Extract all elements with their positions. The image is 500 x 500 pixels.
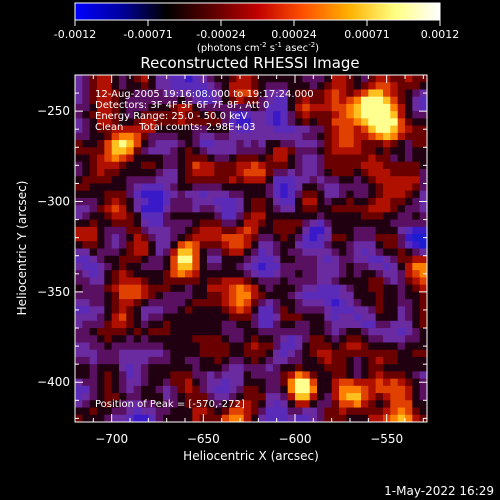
colorbar-tick-label-2: -0.00024 (196, 28, 245, 41)
colorbar-ticks (74, 20, 441, 26)
timestamp: 1-May-2022 16:29 (384, 484, 494, 498)
colorbar-tick-label-1: -0.00071 (123, 28, 172, 41)
colorbar-units: (photons cm-2 s-1 asec-2) (197, 41, 319, 54)
colorbar-tick-label-5: 0.0012 (421, 28, 460, 41)
axis-ticks (75, 74, 427, 422)
x-axis-label: Heliocentric X (arcsec) (183, 449, 319, 463)
y-tick-label-2: −350 (37, 285, 70, 299)
colorbar: -0.0012 -0.00071 -0.00024 0.00024 0.0007… (54, 2, 460, 54)
colorbar-tick-label-3: 0.00024 (271, 28, 317, 41)
colorbar-gradient (74, 2, 441, 21)
colorbar-tick-label-0: -0.0012 (54, 28, 96, 41)
y-tick-label-0: −250 (37, 104, 70, 118)
x-tick-label-2: −600 (279, 432, 312, 446)
x-tick-label-3: −550 (370, 432, 403, 446)
peak-position: Position of Peak = [-570,-272] (95, 399, 245, 410)
info-total-counts: Clean Total counts: 2.98E+03 (95, 122, 255, 133)
info-block: 12-Aug-2005 19:16:08.000 to 19:17:24.000… (95, 89, 314, 133)
info-detectors: Detectors: 3F 4F 5F 6F 7F 8F, Att 0 (95, 100, 269, 111)
y-tick-label-1: −300 (37, 195, 70, 209)
x-tick-label-1: −650 (187, 432, 220, 446)
heatmap-image (75, 75, 427, 422)
y-axis-label: Heliocentric Y (arcsec) (15, 181, 29, 316)
info-time-range: 12-Aug-2005 19:16:08.000 to 19:17:24.000 (95, 89, 314, 100)
x-tick-label-0: −700 (95, 432, 128, 446)
plot-title: Reconstructed RHESSI Image (140, 54, 359, 72)
info-energy-range: Energy Range: 25.0 - 50.0 keV (95, 111, 248, 122)
y-tick-label-3: −400 (37, 375, 70, 389)
colorbar-tick-label-4: 0.00071 (344, 28, 390, 41)
plot-frame (74, 74, 428, 423)
